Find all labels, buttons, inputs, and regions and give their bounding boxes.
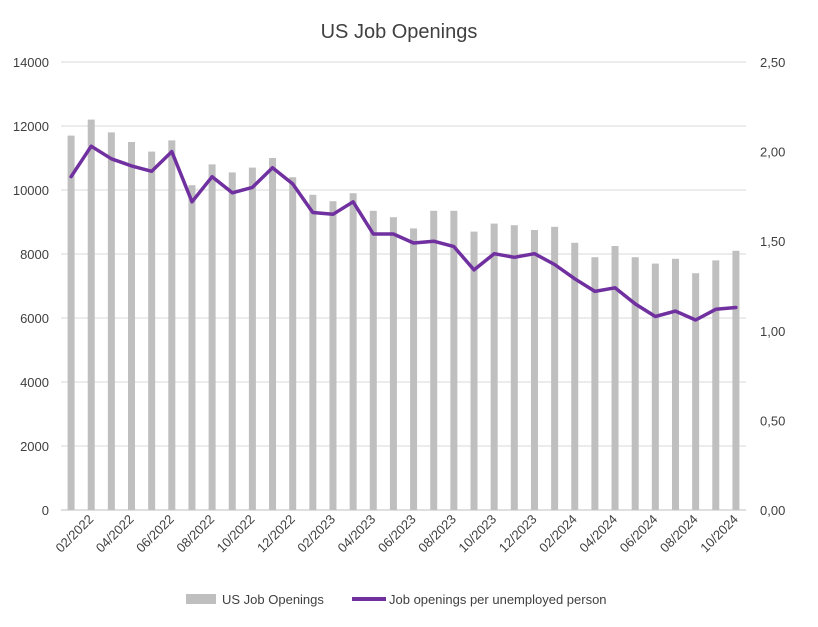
x-tick-label: 06/2022	[133, 512, 177, 556]
y-axis-left: 0 2000 4000 6000 8000 10000 12000 14000	[13, 55, 49, 518]
bar	[631, 257, 639, 510]
line-group	[69, 144, 738, 322]
y-right-tick-label: 1,00	[760, 324, 785, 339]
bar	[329, 201, 337, 510]
bars-group	[67, 119, 740, 511]
bar	[369, 210, 377, 511]
bar	[551, 226, 559, 511]
bar	[611, 246, 619, 510]
bar	[289, 177, 297, 510]
bar	[148, 151, 156, 510]
line-series	[69, 144, 738, 322]
bar	[389, 217, 397, 510]
bar	[732, 250, 740, 511]
y-left-tick-label: 6000	[20, 311, 49, 326]
x-tick-label: 04/2022	[93, 512, 137, 556]
y-left-tick-label: 14000	[13, 55, 49, 70]
bar	[530, 230, 538, 510]
x-tick-label: 04/2023	[335, 512, 379, 556]
y-axis-right: 0,00 0,50 1,00 1,50 2,00 2,50	[760, 55, 785, 518]
bar	[228, 172, 236, 510]
bar	[309, 194, 317, 511]
bar	[510, 225, 518, 510]
bar	[651, 263, 659, 510]
x-tick-label: 04/2024	[576, 512, 620, 556]
y-left-tick-label: 2000	[20, 439, 49, 454]
x-tick-label: 06/2024	[617, 512, 661, 556]
x-axis: 02/202204/202206/202208/202210/202212/20…	[53, 512, 742, 556]
bar	[410, 228, 418, 510]
chart-title: US Job Openings	[321, 21, 478, 43]
bar	[470, 231, 478, 510]
bar	[208, 164, 216, 510]
gridlines	[61, 61, 746, 511]
legend-line-label: Job openings per unemployed person	[389, 592, 607, 607]
x-tick-label: 12/2022	[254, 512, 298, 556]
x-tick-label: 10/2024	[697, 512, 741, 556]
legend: US Job Openings Job openings per unemplo…	[186, 592, 607, 607]
x-tick-label: 10/2023	[455, 512, 499, 556]
x-tick-label: 10/2022	[214, 512, 258, 556]
x-tick-label: 08/2022	[173, 512, 217, 556]
x-tick-label: 08/2024	[657, 512, 701, 556]
y-left-tick-label: 8000	[20, 247, 49, 262]
legend-bar-label: US Job Openings	[222, 592, 324, 607]
bar	[67, 135, 75, 510]
bar	[128, 142, 136, 510]
legend-bar-swatch	[186, 594, 216, 604]
bar	[712, 260, 720, 510]
x-tick-label: 02/2023	[294, 512, 338, 556]
bar	[87, 119, 95, 510]
bar	[430, 210, 438, 511]
y-left-tick-label: 10000	[13, 183, 49, 198]
bar	[692, 273, 700, 510]
y-right-tick-label: 2,00	[760, 145, 785, 160]
y-right-tick-label: 2,50	[760, 55, 785, 70]
x-tick-label: 08/2023	[415, 512, 459, 556]
bar	[107, 132, 115, 510]
y-right-tick-label: 1,50	[760, 234, 785, 249]
x-tick-label: 02/2024	[536, 512, 580, 556]
bar	[490, 223, 498, 510]
x-tick-label: 12/2023	[496, 512, 540, 556]
bar	[248, 167, 256, 510]
x-tick-label: 06/2023	[375, 512, 419, 556]
bar	[591, 257, 599, 510]
y-left-tick-label: 0	[42, 503, 49, 518]
y-left-tick-label: 12000	[13, 119, 49, 134]
bar	[188, 185, 196, 510]
y-right-tick-label: 0,00	[760, 503, 785, 518]
bar	[349, 193, 357, 510]
y-left-tick-label: 4000	[20, 375, 49, 390]
bar	[168, 140, 176, 510]
bar	[450, 210, 458, 511]
x-tick-label: 02/2022	[53, 512, 97, 556]
bar	[671, 258, 679, 510]
bar	[269, 158, 277, 510]
bar	[571, 242, 579, 511]
y-right-tick-label: 0,50	[760, 413, 785, 428]
